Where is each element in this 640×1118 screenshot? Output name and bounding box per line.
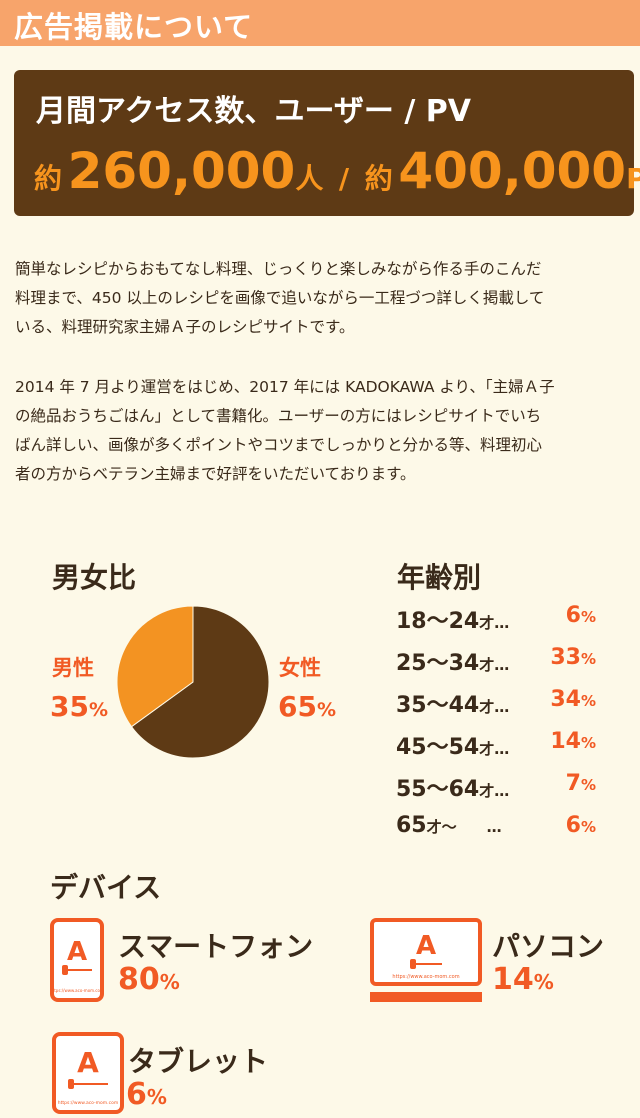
pc-label: パソコン [492,930,605,963]
svg-text:https://www.aco-mom.com: https://www.aco-mom.com [50,988,104,993]
age-title: 年齢別 [397,561,482,594]
svg-text:A: A [77,1046,99,1079]
tablet-icon: A https://www.aco-mom.com [52,1032,124,1114]
description-line: 料理まで、450 以上のレシピを画像で追いながら一工程づつ詳しく掲載して [15,289,545,307]
description-line: の絶品おうちごはん」として書籍化。ユーザーの方にはレシピサイトでいち [15,407,542,425]
access-stats-values: 約 260,000人 / 約 400,000PV [34,142,640,200]
pie-slice-female [130,605,270,759]
female-label: 女性 [279,656,321,680]
age-row: 25～34才… 33% [396,645,596,676]
description-line: 者の方からベテラン主婦まで好評をいただいております。 [15,465,416,483]
age-row: 35～44才… 34% [396,687,596,718]
svg-text:A: A [416,931,436,961]
access-stats-heading: 月間アクセス数、ユーザー / PV [36,94,471,129]
stats-separator: / [338,162,350,195]
approx-label: 約 [364,162,393,195]
age-row: 45～54才… 14% [396,729,596,760]
smartphone-label: スマートフォン [118,930,314,963]
tablet-percent: 6% [126,1077,167,1112]
tablet-label: タブレット [128,1045,269,1078]
male-percent: 35% [50,690,109,723]
page-header: 広告掲載について [0,0,640,46]
age-row: 65才～ … 6% [396,813,596,838]
devices-title: デバイス [50,871,162,904]
svg-text:A: A [67,937,87,967]
description-line: いる、料理研究家主婦Ａ子のレシピサイトです。 [15,318,355,336]
description-paragraph-1: 簡単なレシピからおもてなし料理、じっくりと楽しみながら作る手のこんだ 料理まで、… [15,255,630,342]
smartphone-percent: 80% [118,962,180,997]
female-percent: 65% [278,690,337,723]
description-paragraph-2: 2014 年 7 月より運営をはじめ、2017 年には KADOKAWA より、… [15,373,630,489]
age-row: 55～64才… 7% [396,771,596,802]
description-line: 簡単なレシピからおもてなし料理、じっくりと楽しみながら作る手のこんだ [15,260,542,278]
age-row: 18～24才… 6% [396,603,596,634]
pie-slice-male [116,605,194,728]
male-label: 男性 [52,656,94,680]
pv-count: 400,000 [398,142,627,200]
gender-pie-chart [116,605,270,759]
smartphone-icon: A https://www.aco-mom.com [50,918,104,1002]
gender-title: 男女比 [52,561,137,594]
approx-label: 約 [34,162,63,195]
description-line: 2014 年 7 月より運営をはじめ、2017 年には KADOKAWA より、… [15,378,555,396]
desktop-computer-icon: A https://www.aco-mom.com [370,918,482,1004]
description-line: ばん詳しい、画像が多くポイントやコツまでしっかりと分かる等、料理初心 [15,436,543,454]
svg-text:https://www.aco-mom.com: https://www.aco-mom.com [392,974,459,980]
svg-text:https://www.aco-mom.com: https://www.aco-mom.com [58,1100,118,1106]
users-unit: 人 [295,162,324,195]
users-count: 260,000 [67,142,296,200]
pv-unit: PV [626,162,640,195]
access-stats-box: 月間アクセス数、ユーザー / PV 約 260,000人 / 約 400,000… [14,70,640,216]
pc-percent: 14% [492,962,554,997]
page-title: 広告掲載について [14,10,254,44]
